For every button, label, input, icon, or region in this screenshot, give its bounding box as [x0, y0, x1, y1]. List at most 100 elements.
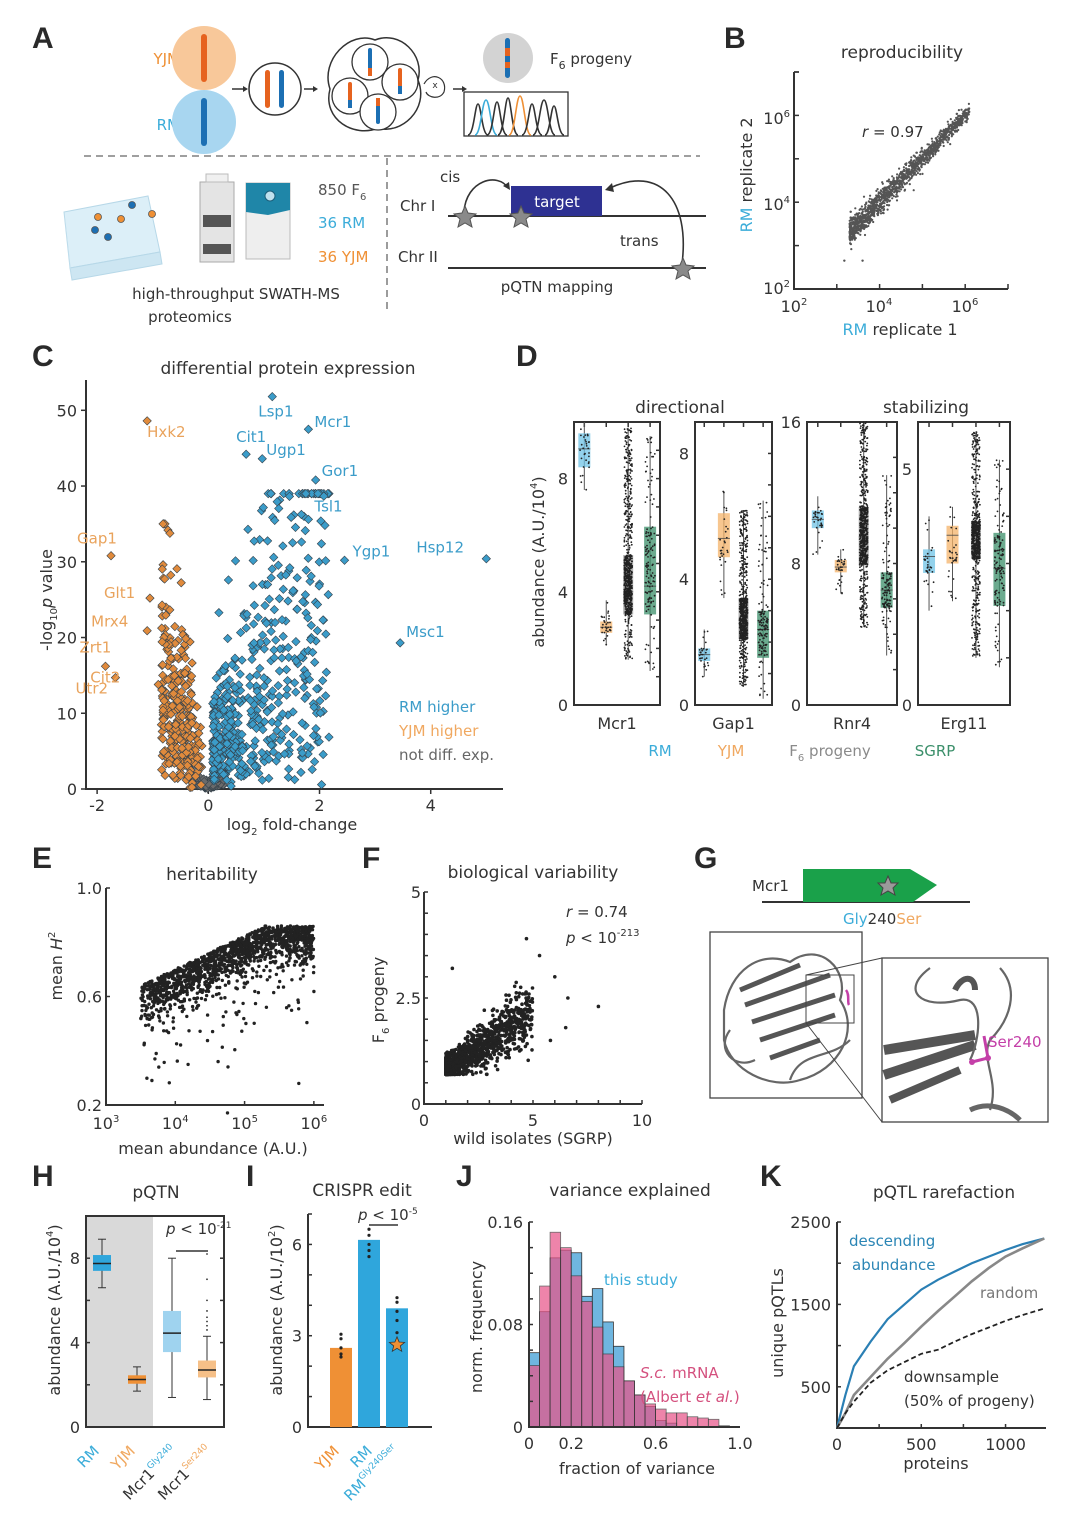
data-point [740, 515, 742, 518]
data-point [743, 633, 745, 636]
data-point [624, 635, 627, 638]
data-point-rm [306, 620, 316, 630]
data-point [937, 144, 940, 148]
data-point [849, 210, 852, 213]
data-point [860, 579, 863, 582]
data-point [764, 615, 766, 618]
data-point [954, 123, 957, 126]
data-point [864, 220, 867, 223]
data-point [741, 585, 744, 588]
data-point [745, 510, 748, 512]
data-point [650, 597, 653, 600]
data-point [628, 478, 631, 481]
data-point [743, 540, 746, 543]
data-point [625, 650, 628, 652]
data-point [863, 215, 866, 218]
data-point [626, 643, 629, 646]
data-point-rm [245, 680, 255, 691]
data-point [649, 568, 652, 571]
data-point [741, 511, 743, 514]
data-point [626, 529, 629, 532]
data-point [651, 468, 654, 471]
data-point [626, 499, 629, 501]
point-label: Utr2 [75, 680, 108, 698]
data-point [623, 540, 626, 543]
data-point [866, 623, 869, 626]
data-point [928, 159, 931, 162]
data-point [864, 429, 867, 432]
legend-not-diff: not diff. exp. [399, 746, 494, 764]
data-point [757, 565, 760, 567]
data-point [646, 496, 648, 498]
data-point [760, 615, 763, 618]
data-point-yjm [172, 564, 182, 574]
data-point [761, 563, 764, 566]
data-point [926, 143, 929, 146]
data-point [929, 144, 932, 147]
data-point [900, 188, 903, 191]
data-point [624, 614, 627, 616]
data-point [629, 459, 631, 462]
data-point-rm [307, 764, 317, 775]
data-point [866, 576, 869, 579]
data-point-rm [316, 539, 327, 549]
recombinant-chromosome-icon [505, 38, 510, 78]
data-point [742, 638, 745, 641]
data-point [742, 657, 744, 660]
data-point [742, 672, 744, 674]
legend-yjm-higher: YJM higher [398, 722, 479, 740]
data-point [739, 632, 742, 635]
data-point [932, 155, 935, 158]
data-point [629, 576, 632, 579]
group-label-stabilizing: stabilizing [883, 398, 969, 418]
data-point [624, 534, 627, 537]
labeled-point [257, 454, 267, 464]
data-point [885, 191, 889, 194]
diploid-cell-icon [248, 62, 302, 116]
cis-variant-star-icon [508, 204, 534, 229]
data-point [913, 155, 916, 158]
data-point [582, 466, 585, 468]
data-point-rm [321, 691, 331, 701]
data-point [864, 203, 867, 206]
data-point [742, 669, 745, 672]
data-point-rm [243, 524, 253, 534]
data-point [741, 593, 744, 596]
data-point [585, 488, 588, 491]
data-point [860, 610, 862, 613]
data-point [650, 582, 652, 585]
data-point [924, 161, 928, 164]
data-point [936, 147, 939, 150]
data-point [951, 122, 954, 125]
protein-label: Mcr1 [597, 714, 636, 733]
data-point [699, 657, 701, 660]
data-point [817, 531, 820, 534]
data-point [606, 635, 609, 637]
data-point [859, 225, 862, 228]
data-point [883, 199, 886, 202]
data-point [914, 165, 917, 168]
data-point [915, 151, 919, 154]
data-point [905, 175, 908, 178]
data-point [650, 527, 652, 530]
data-point [625, 592, 628, 595]
data-point [651, 503, 654, 506]
data-point [627, 622, 630, 624]
data-point [739, 511, 741, 514]
data-point [739, 683, 742, 685]
data-point [849, 243, 853, 246]
data-point [626, 569, 629, 572]
data-point [739, 676, 741, 679]
data-point [624, 482, 627, 485]
data-point [723, 506, 726, 509]
data-point [842, 563, 845, 566]
data-point [740, 519, 743, 522]
data-point [739, 593, 742, 596]
data-point [840, 559, 843, 561]
data-point [720, 552, 723, 555]
data-point [586, 433, 589, 436]
data-point [916, 165, 920, 168]
data-point [745, 631, 748, 634]
data-point [627, 583, 630, 585]
data-point [725, 509, 728, 512]
